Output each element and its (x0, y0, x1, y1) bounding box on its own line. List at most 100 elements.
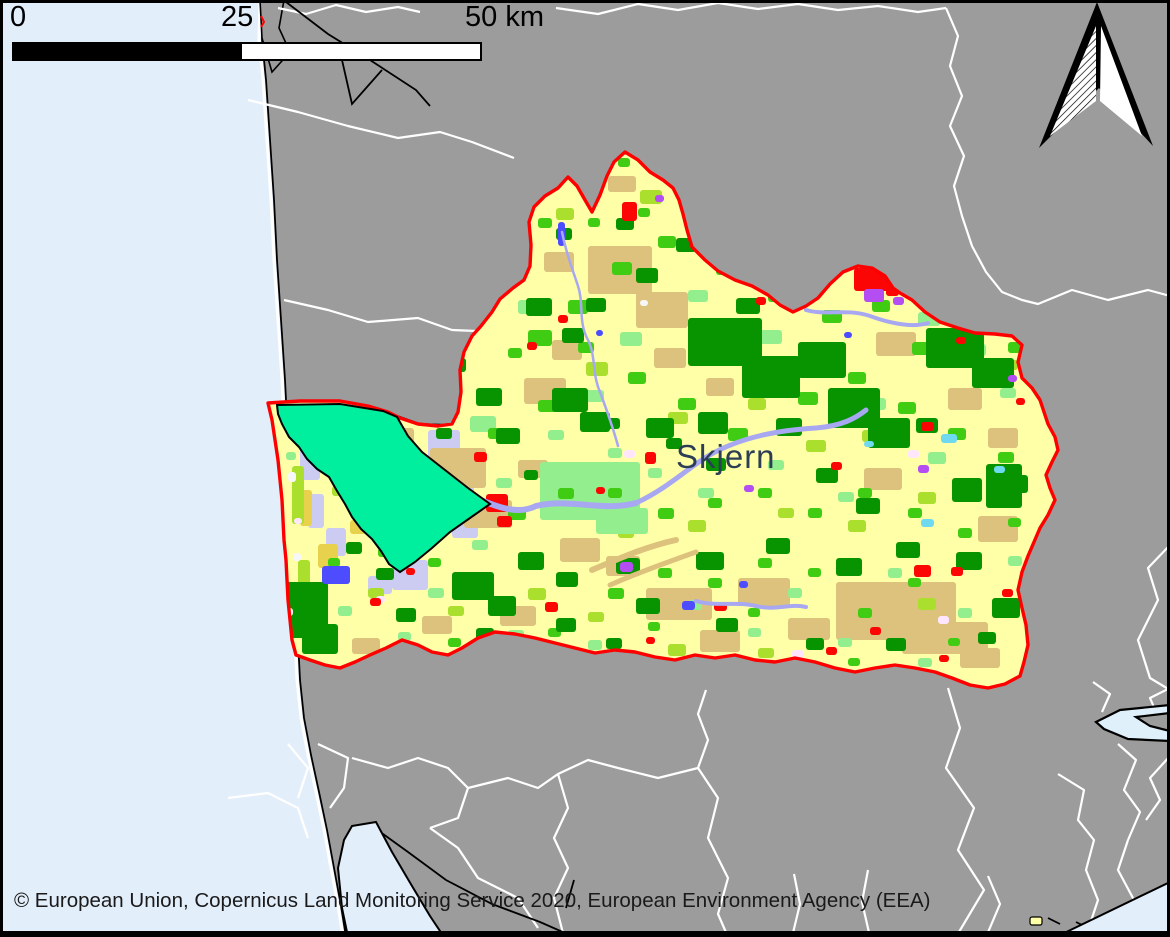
landcover-patch (688, 290, 708, 302)
landcover-patch (886, 638, 906, 651)
landcover-patch (792, 650, 804, 658)
landcover-patch (646, 637, 655, 644)
admin-boundary (429, 827, 539, 929)
landcover-patch (1016, 398, 1025, 405)
landcover-patch (588, 640, 602, 650)
landcover-patch (496, 428, 520, 444)
landcover-patch (870, 627, 881, 635)
landcover-patch (622, 202, 637, 221)
landcover-patch (526, 298, 552, 316)
landcover-patch (706, 458, 726, 471)
landcover-patch (848, 520, 866, 532)
landcover-patch (838, 492, 854, 502)
landcover-patch (918, 492, 936, 504)
landcover-patch (580, 412, 610, 432)
landcover-patch (596, 487, 605, 494)
landcover-patch (756, 297, 766, 305)
landcover-patch (596, 508, 648, 534)
admin-boundary (1145, 755, 1170, 821)
landcover-patch (608, 588, 624, 599)
admin-boundary (617, 689, 710, 780)
landcover-patch (294, 518, 302, 524)
fjord-outline (1047, 917, 1061, 925)
landcover-patch (728, 428, 748, 441)
landcover-patch (648, 468, 662, 478)
landcover-patch (941, 434, 957, 443)
landcover-patch (368, 588, 384, 598)
admin-boundary (984, 875, 1002, 937)
landcover-patch (474, 452, 487, 462)
landcover-patch (422, 616, 452, 634)
landcover-patch (848, 658, 860, 666)
landcover-patch (545, 602, 558, 612)
landcover-patch (636, 598, 660, 614)
landcover-patch (876, 332, 916, 356)
landcover-patch (556, 208, 574, 220)
landcover-patch (738, 578, 790, 606)
landcover-patch (758, 488, 772, 498)
landcover-patch (286, 452, 296, 460)
landcover-patch (998, 452, 1014, 463)
landcover-patch (760, 330, 782, 344)
admin-boundary (317, 743, 350, 809)
fjord-outline (371, 825, 575, 937)
boundary-fragment (260, 15, 266, 28)
landcover-patch (608, 176, 636, 192)
landcover-patch (893, 297, 904, 305)
landcover-patch (736, 298, 760, 314)
landcover-patch (448, 606, 464, 616)
landcover-patch (858, 488, 872, 498)
landcover-patch (620, 562, 633, 572)
landcover-patch (608, 448, 622, 458)
landcover-patch (346, 542, 362, 554)
landcover-patch (708, 498, 722, 508)
landcover-patch (858, 608, 872, 618)
landcover-patch (552, 340, 582, 360)
landcover-patch (700, 630, 740, 652)
landcover-patch (698, 412, 728, 434)
landcover-patch (921, 519, 934, 527)
landcover-patch (888, 568, 902, 578)
landcover-patch (868, 418, 910, 448)
landcover-patch (902, 622, 988, 654)
landcover-patch (978, 632, 996, 644)
landcover-patch (628, 372, 646, 384)
landcover-patch (428, 588, 444, 598)
admin-boundary (283, 298, 477, 333)
landcover-patch (548, 430, 564, 440)
landcover-patch (758, 558, 772, 568)
landcover-patch (636, 268, 658, 283)
admin-boundary (287, 743, 310, 799)
landcover-patch (864, 289, 884, 302)
admin-boundary (860, 869, 872, 937)
landcover-patch (596, 330, 603, 336)
landcover-patch (706, 378, 734, 396)
admin-boundary (944, 7, 1170, 306)
landcover-patch (956, 552, 982, 570)
islet (1029, 916, 1043, 926)
landcover-patch (992, 598, 1020, 618)
landcover-patch (748, 608, 760, 617)
landcover-patch (288, 472, 296, 482)
admin-boundary (351, 756, 470, 830)
landcover-patch (788, 588, 802, 598)
landcover-patch (838, 638, 852, 647)
landcover-patch (1008, 375, 1017, 382)
landcover-patch (640, 300, 648, 306)
landcover-patch (994, 466, 1005, 473)
landcover-patch (470, 416, 496, 432)
landcover-patch (552, 388, 588, 412)
landcover-patch (678, 398, 696, 410)
landcover-patch (908, 578, 921, 587)
admin-boundary (944, 687, 986, 937)
admin-boundary (1092, 681, 1112, 713)
landcover-patch (618, 158, 630, 167)
landcover-patch (608, 488, 622, 498)
landcover-patch (928, 452, 946, 464)
landcover-patch (856, 498, 880, 514)
admin-boundary (1117, 743, 1142, 841)
admin-boundary (1057, 773, 1100, 931)
landcover-patch (648, 622, 660, 631)
landcover-patch (958, 608, 972, 618)
